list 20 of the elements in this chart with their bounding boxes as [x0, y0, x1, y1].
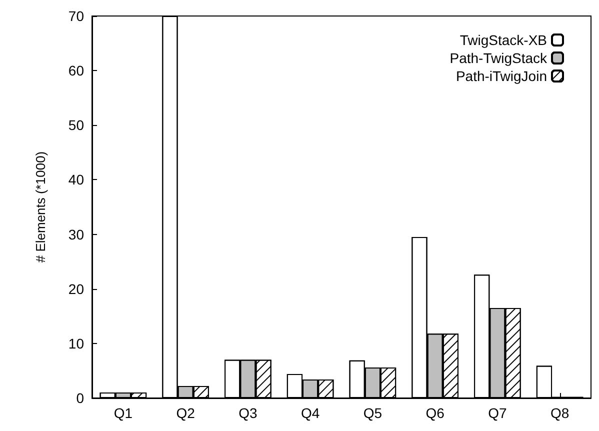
legend-label: TwigStack-XB: [460, 32, 547, 48]
x-tick-label: Q6: [426, 405, 445, 421]
y-tick-label: 50: [68, 117, 84, 134]
x-tick-label: Q3: [238, 405, 258, 421]
x-tick-label: Q1: [114, 405, 133, 421]
y-tick-label: 70: [68, 8, 84, 24]
x-tick-label: Q8: [550, 405, 570, 421]
x-tick-label: Q7: [488, 405, 507, 421]
y-axis-title: # Elements (*1000): [33, 151, 48, 263]
y-tick-label: 60: [68, 62, 84, 79]
y-tick-label: 40: [68, 172, 84, 188]
x-tick-label: Q5: [363, 405, 382, 421]
y-tick-label: 20: [68, 280, 84, 297]
legend-label: Path-TwigStack: [450, 50, 548, 66]
x-tick-label: Q2: [176, 405, 196, 421]
y-tick-label: 10: [68, 335, 84, 352]
x-tick-label: Q4: [300, 405, 320, 421]
y-tick-label: 30: [68, 226, 84, 242]
legend-label: Path-iTwigJoin: [456, 68, 547, 84]
y-tick-label: 0: [76, 390, 84, 406]
